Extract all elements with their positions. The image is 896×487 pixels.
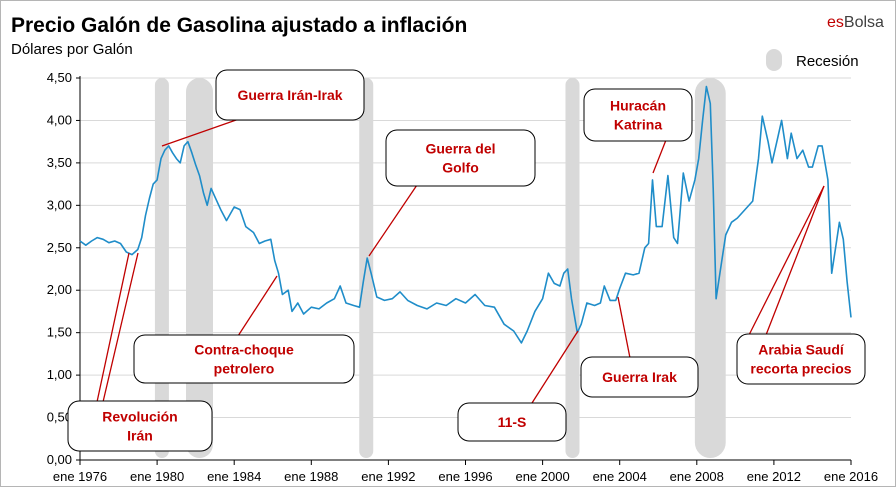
x-tick-label: ene 1988 [284, 469, 338, 484]
annotation-pointer [531, 330, 579, 404]
annotation-label: Arabia Saudí [758, 342, 845, 358]
annotation-pointer [765, 185, 825, 336]
annotation-label: Huracán [610, 98, 666, 114]
x-tick-label: ene 2004 [593, 469, 647, 484]
y-tick-label: 2,50 [47, 240, 72, 255]
annotation-label: Golfo [442, 160, 479, 176]
annotation-callout: Guerra Irán-Irak [161, 69, 365, 147]
gridlines [80, 77, 851, 419]
x-tick-label: ene 1996 [438, 469, 492, 484]
series-line-gasoline-price [79, 85, 852, 344]
annotation-box [133, 334, 355, 384]
annotation-box [385, 129, 536, 187]
annotation-label: Irán [127, 428, 153, 444]
annotation-label: Contra-choque [194, 342, 294, 358]
annotation-label: petrolero [214, 361, 275, 377]
y-tick-label: 3,50 [47, 155, 72, 170]
annotation-callout: Huracán Katrina [583, 88, 693, 174]
annotation-callout: Contra-choque petrolero [133, 275, 355, 384]
annotation-label: Guerra Irán-Irak [237, 87, 342, 103]
annotations: Guerra Irán-Irak Guerra del Golfo Huracán Ka… [67, 69, 866, 452]
annotation-box [580, 356, 699, 398]
annotation-pointer [748, 185, 825, 336]
chart-subtitle: Dólares por Galón [11, 41, 133, 58]
axes: 0,00 0,50 1,00 1,50 2,00 2,50 3,00 3,50 4,00 4,50… [47, 70, 878, 484]
annotation-box [736, 333, 866, 385]
annotation-pointer [96, 252, 130, 403]
y-tick-label: 0,50 [47, 410, 72, 425]
y-tick-label: 4,00 [47, 112, 72, 127]
annotation-label: Revolución [102, 409, 177, 425]
x-tick-label: ene 2000 [515, 469, 569, 484]
annotation-label: Guerra del [425, 141, 495, 157]
brand-logo-part2: Bolsa [844, 14, 884, 31]
legend-label-recession: Recesión [796, 53, 859, 70]
x-tick-label: ene 1992 [361, 469, 415, 484]
y-tick-label: 4,50 [47, 70, 72, 85]
y-tick-label: 1,50 [47, 325, 72, 340]
x-tick-label: ene 2008 [670, 469, 724, 484]
annotation-callout: 11-S [457, 330, 579, 442]
y-tick-label: 2,00 [47, 282, 72, 297]
x-tick-label: ene 1980 [130, 469, 184, 484]
brand-logo-part1: es [827, 14, 844, 31]
annotation-pointer [102, 252, 139, 403]
annotation-callout: Arabia Saudí recorta precios [736, 185, 866, 385]
annotation-pointer [652, 139, 667, 174]
annotation-pointer [617, 296, 631, 359]
x-tick-label: ene 1976 [53, 469, 107, 484]
chart-title: Precio Galón de Gasolina ajustado a infl… [11, 14, 467, 37]
annotation-box [67, 400, 213, 452]
annotation-label: Guerra Irak [602, 369, 677, 385]
annotation-label: Katrina [614, 117, 662, 133]
annotation-label: 11-S [498, 414, 527, 430]
y-tick-label: 1,00 [47, 367, 72, 382]
y-tick-label: 3,00 [47, 197, 72, 212]
annotation-callout: Revolución Irán [67, 252, 213, 452]
y-tick-label: 0,00 [47, 452, 72, 467]
annotation-box [457, 402, 567, 442]
x-tick-label: ene 1984 [207, 469, 261, 484]
legend: Recesión [766, 49, 859, 71]
annotation-pointer [237, 275, 278, 337]
annotation-box [215, 69, 365, 121]
annotation-pointer [161, 118, 240, 147]
annotation-box [583, 88, 693, 142]
x-tick-label: ene 2012 [747, 469, 801, 484]
x-tick-label: ene 2016 [824, 469, 878, 484]
brand-logo: esBolsa [827, 14, 884, 31]
annotation-pointer [368, 184, 418, 257]
recession-band [565, 78, 580, 458]
annotation-callout: Guerra del Golfo [368, 129, 536, 257]
legend-swatch-recession [766, 49, 782, 71]
annotation-label: recorta precios [750, 361, 851, 377]
annotation-callout: Guerra Irak [580, 296, 699, 398]
recession-band [694, 78, 726, 458]
